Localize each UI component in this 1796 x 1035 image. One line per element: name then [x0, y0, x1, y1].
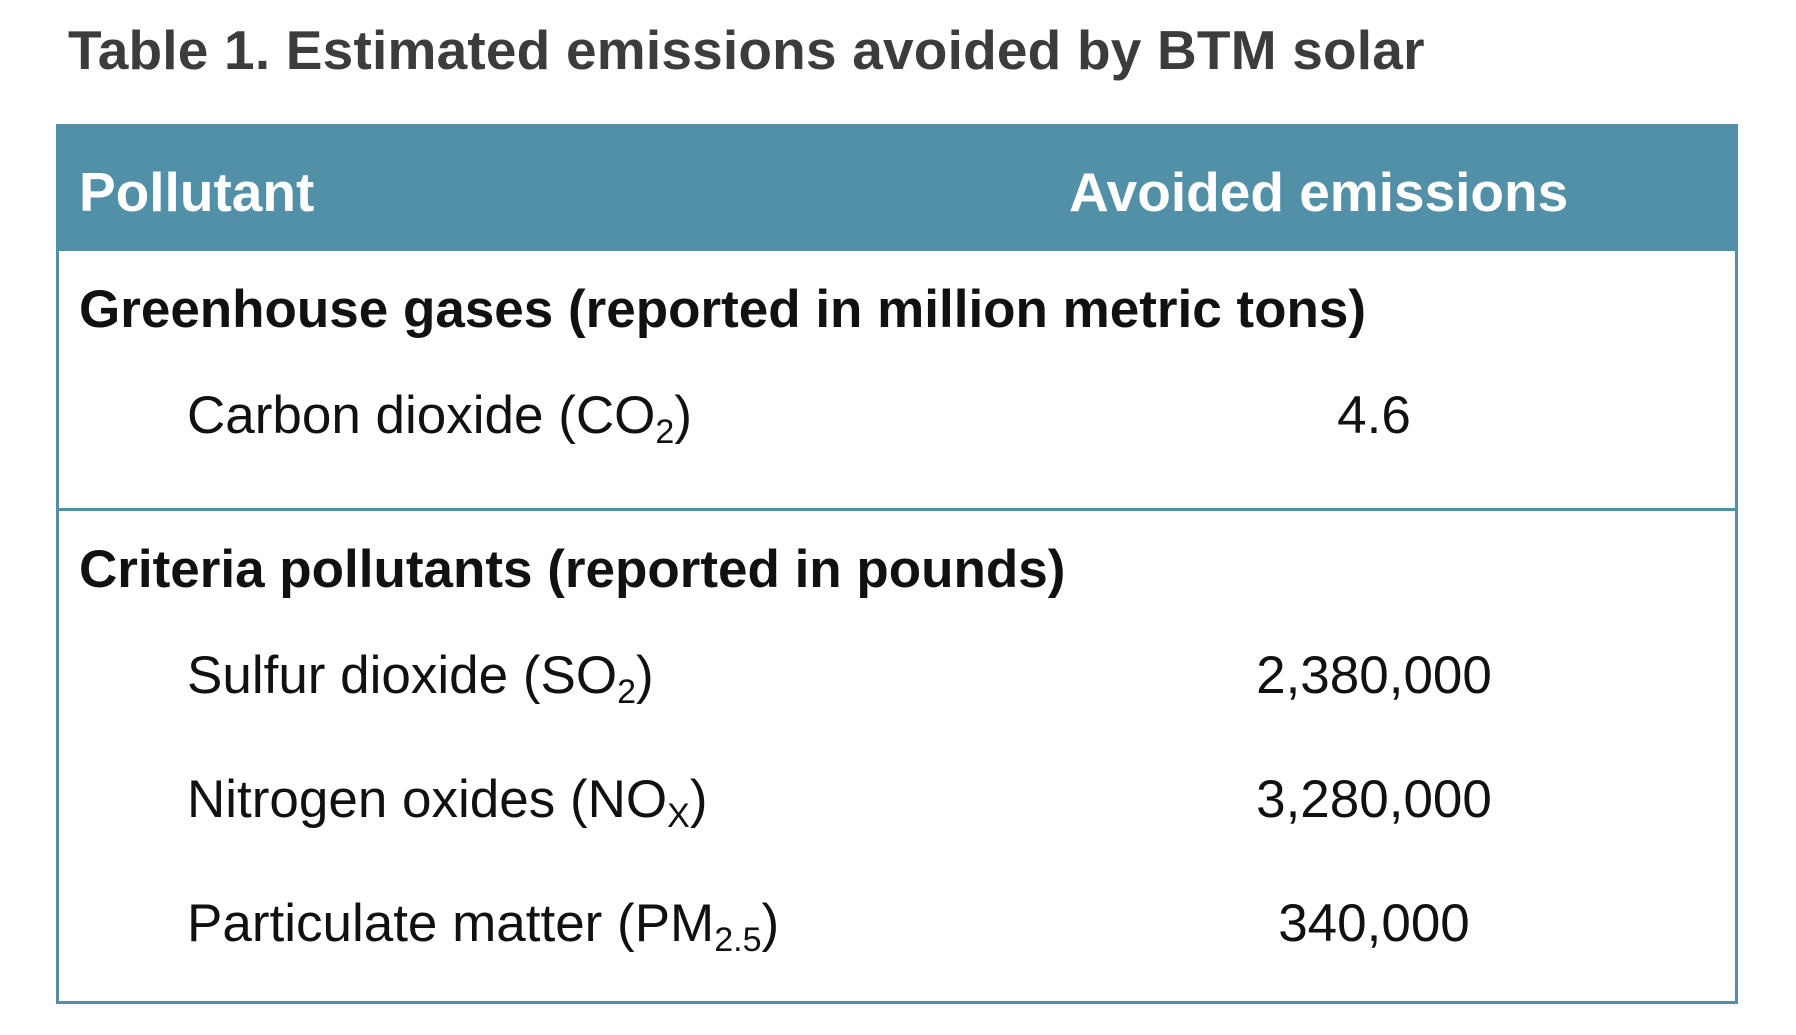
avoided-value: 2,380,000 [1256, 646, 1492, 705]
table-row: Sulfur dioxide (SO2) 2,380,000 [59, 645, 1735, 725]
table-header: Pollutant Avoided emissions [59, 127, 1735, 251]
greenhouse-gases-section: Greenhouse gases (reported in million me… [59, 251, 1735, 511]
header-pollutant: Pollutant [79, 161, 315, 223]
pollutant-name: Sulfur dioxide (SO2) [187, 646, 654, 711]
header-avoided-emissions: Avoided emissions [1069, 161, 1569, 223]
section-heading: Criteria pollutants (reported in pounds) [79, 540, 1066, 599]
table-row: Nitrogen oxides (NOX) 3,280,000 [59, 769, 1735, 849]
avoided-value: 340,000 [1278, 894, 1470, 953]
section-heading: Greenhouse gases (reported in million me… [79, 280, 1366, 339]
table-title: Table 1. Estimated emissions avoided by … [68, 19, 1425, 81]
pollutant-name: Particulate matter (PM2.5) [187, 894, 780, 959]
emissions-table: Pollutant Avoided emissions Greenhouse g… [56, 124, 1738, 1004]
avoided-value: 3,280,000 [1256, 770, 1492, 829]
pollutant-name: Nitrogen oxides (NOX) [187, 770, 708, 835]
pollutant-name: Carbon dioxide (CO2) [187, 386, 692, 451]
avoided-value: 4.6 [1337, 386, 1411, 445]
table-row: Carbon dioxide (CO2) 4.6 [59, 385, 1735, 465]
table-row: Particulate matter (PM2.5) 340,000 [59, 893, 1735, 973]
criteria-pollutants-section: Criteria pollutants (reported in pounds)… [59, 511, 1735, 1001]
